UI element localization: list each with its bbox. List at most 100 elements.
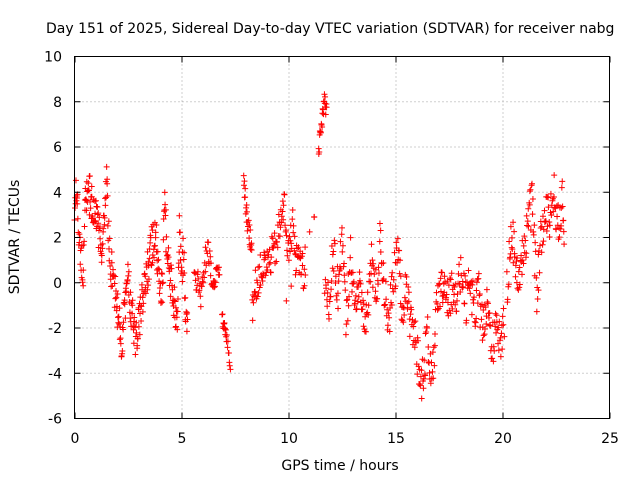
data-point <box>269 235 276 242</box>
data-point <box>465 267 472 274</box>
data-point <box>375 281 382 288</box>
data-point <box>338 224 345 231</box>
data-point <box>149 227 156 234</box>
data-point <box>76 231 83 238</box>
data-point <box>202 268 209 275</box>
data-point <box>526 201 533 208</box>
data-point <box>242 185 249 192</box>
data-point <box>243 202 250 209</box>
data-point <box>311 214 318 221</box>
data-point <box>133 319 140 326</box>
data-point <box>72 177 79 184</box>
data-point <box>481 331 488 338</box>
data-point <box>101 214 108 221</box>
data-point <box>117 335 124 342</box>
data-point <box>117 340 124 347</box>
data-point <box>132 324 139 331</box>
data-point <box>145 276 152 283</box>
data-point <box>400 304 407 311</box>
data-point <box>352 292 359 299</box>
y-tick-label: 8 <box>53 95 62 111</box>
data-point <box>114 290 121 297</box>
data-point <box>175 260 182 267</box>
data-point <box>252 288 259 295</box>
data-point <box>328 278 335 285</box>
data-point <box>356 269 363 276</box>
data-point <box>133 329 140 336</box>
data-point <box>420 375 427 382</box>
data-points <box>71 91 568 402</box>
data-point <box>291 233 298 240</box>
data-point <box>151 242 158 249</box>
data-point <box>491 347 498 354</box>
data-point <box>154 248 161 255</box>
data-point <box>415 363 422 370</box>
data-point <box>156 266 163 273</box>
data-point <box>176 212 183 219</box>
data-point <box>521 233 528 240</box>
data-point <box>357 280 364 287</box>
data-point <box>374 295 381 302</box>
data-point <box>522 237 529 244</box>
data-point <box>124 277 131 284</box>
data-point <box>142 290 149 297</box>
data-point <box>420 385 427 392</box>
data-point <box>292 271 299 278</box>
data-point <box>106 235 113 242</box>
data-point <box>288 283 295 290</box>
data-point <box>160 216 167 223</box>
data-point <box>120 319 127 326</box>
data-point <box>138 317 145 324</box>
data-point <box>423 328 430 335</box>
data-point <box>439 299 446 306</box>
data-point <box>95 210 102 217</box>
data-point <box>418 367 425 374</box>
data-point <box>451 291 458 298</box>
data-point <box>266 261 273 268</box>
data-point <box>225 349 232 356</box>
y-tick-label: -6 <box>48 412 62 428</box>
data-point <box>324 279 331 286</box>
data-point <box>515 286 522 293</box>
data-point <box>331 237 338 244</box>
x-tick-label: 20 <box>494 431 512 447</box>
data-point <box>456 280 463 287</box>
data-point <box>505 281 512 288</box>
data-point <box>88 193 95 200</box>
data-point <box>302 244 309 251</box>
data-point <box>411 344 418 351</box>
data-point <box>315 145 322 152</box>
data-point <box>437 288 444 295</box>
data-point <box>396 247 403 254</box>
data-point <box>474 300 481 307</box>
data-point <box>422 372 429 379</box>
data-point <box>136 331 143 338</box>
data-point <box>335 271 342 278</box>
y-tick-labels: -6 -4 -2 0 2 4 6 8 10 <box>44 50 62 428</box>
data-point <box>368 241 375 248</box>
data-point <box>72 205 79 212</box>
data-point <box>224 344 231 351</box>
data-point <box>145 282 152 289</box>
data-point <box>558 184 565 191</box>
data-point <box>256 263 263 270</box>
data-point <box>393 239 400 246</box>
data-point <box>454 297 461 304</box>
data-point <box>506 238 513 245</box>
data-point <box>345 302 352 309</box>
data-point <box>334 290 341 297</box>
data-point <box>197 303 204 310</box>
data-point <box>530 231 537 238</box>
data-point <box>171 284 178 291</box>
data-point <box>97 235 104 242</box>
data-point <box>249 317 256 324</box>
data-point <box>426 369 433 376</box>
data-point <box>240 172 247 179</box>
data-point <box>510 259 517 266</box>
data-point <box>88 183 95 190</box>
data-point <box>531 222 538 229</box>
data-point <box>518 252 525 259</box>
data-point <box>102 202 109 209</box>
data-point <box>333 296 340 303</box>
